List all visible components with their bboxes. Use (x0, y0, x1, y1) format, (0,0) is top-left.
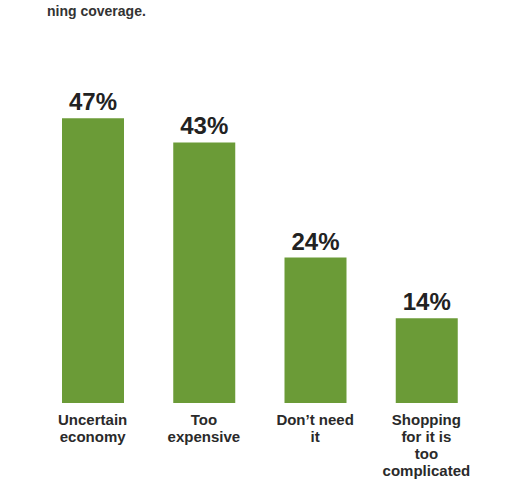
html-text:ning coverage.: ning coverage. (47, 3, 146, 19)
svg-text:Shoppingfor it istoocomplicate: Shoppingfor it istoocomplicated (383, 411, 471, 479)
svg-text:Tooexpensive: Tooexpensive (168, 411, 241, 445)
svg-text:24%: 24% (291, 228, 339, 255)
svg-text:Uncertaineconomy: Uncertaineconomy (58, 411, 127, 445)
svg-text:47%: 47% (69, 88, 117, 115)
svg-text:43%: 43% (180, 112, 228, 139)
svg-text:14%: 14% (403, 288, 451, 315)
svg-text:Don’t needit: Don’t needit (276, 411, 354, 445)
